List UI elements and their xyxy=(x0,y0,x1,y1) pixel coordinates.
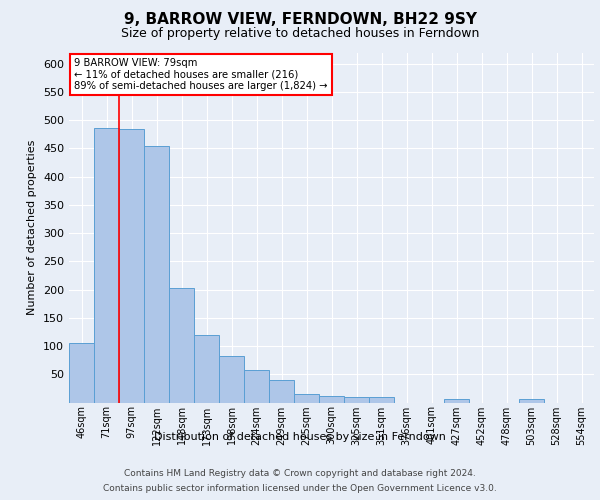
Bar xyxy=(244,370,269,402)
Bar xyxy=(294,394,319,402)
Bar xyxy=(344,397,369,402)
Bar xyxy=(444,398,469,402)
Bar xyxy=(269,380,294,402)
Bar xyxy=(194,335,219,402)
Bar xyxy=(144,146,169,402)
Text: 9, BARROW VIEW, FERNDOWN, BH22 9SY: 9, BARROW VIEW, FERNDOWN, BH22 9SY xyxy=(124,12,476,28)
Text: Contains public sector information licensed under the Open Government Licence v3: Contains public sector information licen… xyxy=(103,484,497,493)
Bar xyxy=(94,128,119,402)
Bar xyxy=(519,398,544,402)
Bar xyxy=(219,356,244,403)
Y-axis label: Number of detached properties: Number of detached properties xyxy=(28,140,37,315)
Bar xyxy=(119,128,144,402)
Bar xyxy=(319,396,344,402)
Bar xyxy=(369,397,394,402)
Text: Distribution of detached houses by size in Ferndown: Distribution of detached houses by size … xyxy=(154,432,446,442)
Text: Size of property relative to detached houses in Ferndown: Size of property relative to detached ho… xyxy=(121,28,479,40)
Bar xyxy=(69,343,94,402)
Text: 9 BARROW VIEW: 79sqm
← 11% of detached houses are smaller (216)
89% of semi-deta: 9 BARROW VIEW: 79sqm ← 11% of detached h… xyxy=(74,58,328,91)
Bar xyxy=(169,288,194,403)
Text: Contains HM Land Registry data © Crown copyright and database right 2024.: Contains HM Land Registry data © Crown c… xyxy=(124,469,476,478)
